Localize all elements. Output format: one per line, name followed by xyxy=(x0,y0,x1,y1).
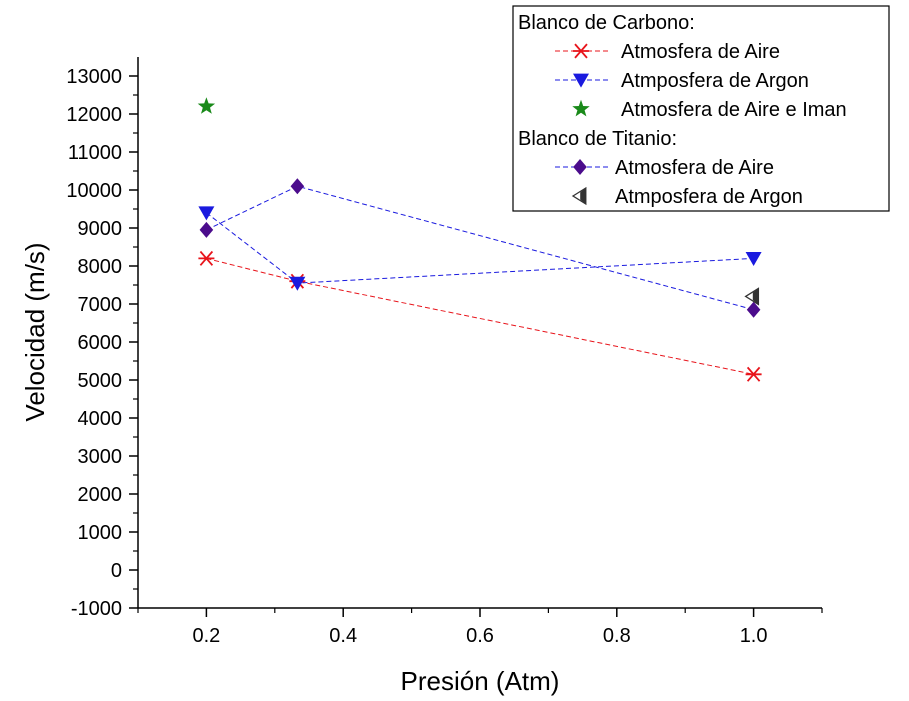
x-tick-label: 1.0 xyxy=(740,625,768,647)
data-point xyxy=(745,252,762,266)
axes: 0.2 0.4 0.6 0.8 1.0 -1000 0 1000 2000 3000 4000 500… xyxy=(66,57,823,647)
x-tick-label: 0.4 xyxy=(329,625,357,647)
data-point xyxy=(199,221,214,238)
y-tick-label: 1000 xyxy=(78,522,123,544)
data-point xyxy=(746,301,761,318)
series-points-star xyxy=(197,97,216,114)
x-axis-label: Presión (Atm) xyxy=(401,666,560,696)
data-point xyxy=(290,178,305,195)
data-point xyxy=(197,97,216,114)
legend-label: Atmposfera de Argon xyxy=(615,186,803,208)
y-tick-label: 10000 xyxy=(66,180,122,202)
data-point xyxy=(744,287,760,306)
legend-label: Atmosfera de Aire xyxy=(621,41,780,63)
y-tick-label: -1000 xyxy=(71,598,122,620)
y-tick-label: 11000 xyxy=(68,142,122,164)
triangle-down-marker xyxy=(573,73,589,88)
series-points-triangle-down xyxy=(198,206,762,291)
y-tick-label: 8000 xyxy=(78,256,123,278)
legend-label: Atmosfera de Aire xyxy=(615,157,774,179)
legend-label: Atmposfera de Argon xyxy=(621,70,809,92)
y-tick-label: 12000 xyxy=(66,104,122,126)
y-tick-label: 4000 xyxy=(78,408,123,430)
y-tick-label: 0 xyxy=(111,560,122,582)
series-asterisk xyxy=(206,257,754,375)
series-line xyxy=(206,257,754,375)
y-tick-label: 13000 xyxy=(66,66,122,88)
x-tick-label: 0.2 xyxy=(192,625,220,647)
series-points-diamond xyxy=(199,178,761,318)
y-tick-label: 6000 xyxy=(78,332,123,354)
legend-group-title: Blanco de Carbono: xyxy=(518,12,695,34)
x-tick-label: 0.8 xyxy=(603,625,631,647)
y-tick-label: 2000 xyxy=(78,484,123,506)
y-tick-label: 5000 xyxy=(78,370,123,392)
diamond-marker xyxy=(573,159,587,175)
series-points-half-triangle-left xyxy=(744,287,760,306)
legend: Blanco de Carbono: Atmosfera de Aire Atmpo… xyxy=(512,5,890,212)
data-point xyxy=(198,206,215,221)
asterisk-marker xyxy=(573,43,589,59)
star-marker xyxy=(572,99,590,117)
x-tick-label: 0.6 xyxy=(466,625,494,647)
y-tick-label: 9000 xyxy=(78,218,123,240)
y-tick-label: 7000 xyxy=(78,294,123,316)
legend-group-title: Blanco de Titanio: xyxy=(518,128,677,150)
y-tick-label: 3000 xyxy=(78,446,123,468)
data-point xyxy=(745,366,762,382)
data-point xyxy=(198,250,215,266)
legend-label: Atmosfera de Aire e Iman xyxy=(621,99,847,121)
data-point xyxy=(289,276,306,291)
half-triangle-left-marker xyxy=(571,186,587,206)
series-layer xyxy=(197,97,762,382)
y-axis-label: Velocidad (m/s) xyxy=(20,242,50,421)
